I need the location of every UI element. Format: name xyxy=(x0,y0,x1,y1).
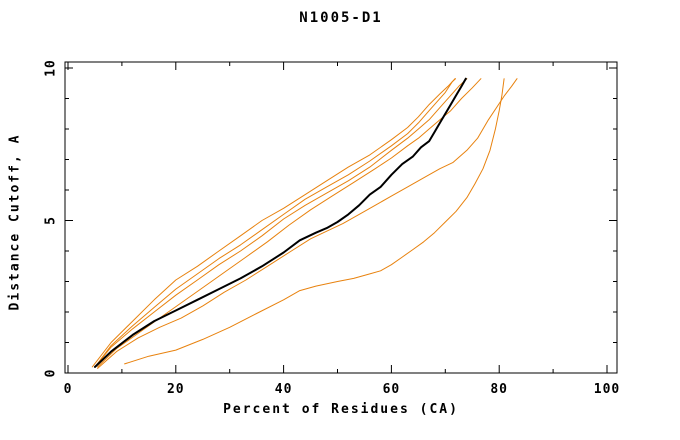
x-axis-label: Percent of Residues (CA) xyxy=(223,402,459,417)
series-model-4-orange xyxy=(97,78,482,368)
y-tick-label: 5 xyxy=(44,216,59,225)
x-tick-label: 20 xyxy=(167,382,185,397)
x-tick-label: 0 xyxy=(64,382,73,397)
series-model-2-orange xyxy=(94,78,456,368)
series-model-3-orange xyxy=(94,78,468,368)
y-tick-label: 0 xyxy=(44,369,59,378)
x-tick-label: 100 xyxy=(594,382,620,397)
chart-title: N1005-D1 xyxy=(299,10,383,26)
x-tick-label: 60 xyxy=(383,382,401,397)
x-tick-label: 40 xyxy=(275,382,293,397)
y-axis-label: Distance Cutoff, A xyxy=(7,133,23,311)
series-reference-black xyxy=(94,77,467,368)
series-model-6-orange xyxy=(124,78,505,365)
series-model-1-orange xyxy=(91,78,456,368)
series-model-5-orange xyxy=(97,78,518,369)
plot-frame xyxy=(64,61,618,374)
x-tick-label: 80 xyxy=(490,382,508,397)
y-tick-label: 10 xyxy=(44,59,59,77)
